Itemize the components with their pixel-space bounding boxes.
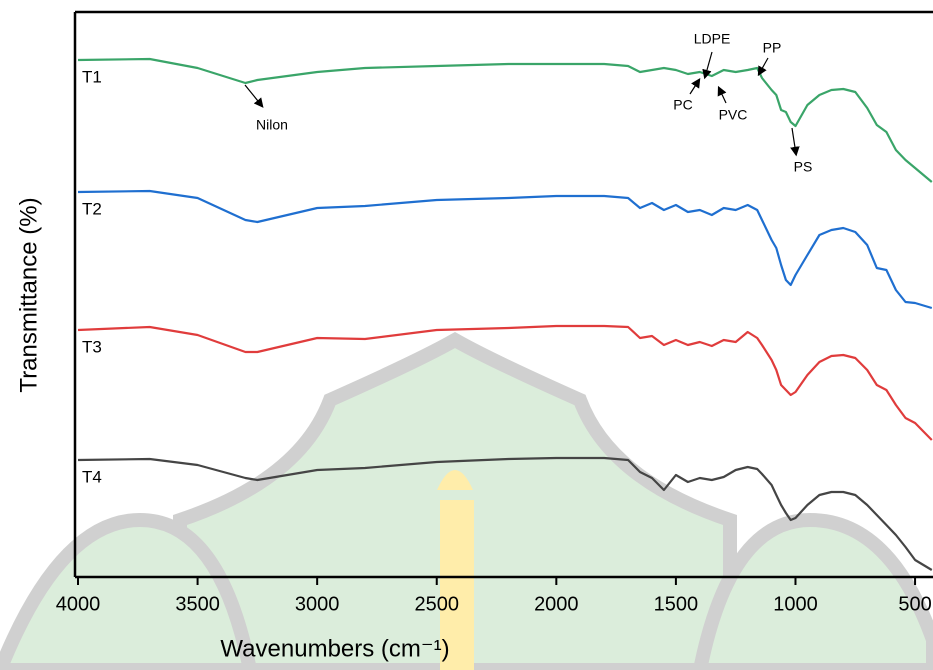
annotation: PVC	[719, 107, 748, 123]
annotation: Nilon	[256, 117, 288, 133]
x-tick-label: 2000	[534, 593, 579, 615]
x-tick-label: 1000	[773, 593, 818, 615]
x-tick-label: 3500	[175, 593, 220, 615]
x-tick-label: 4000	[56, 593, 101, 615]
watermark	[0, 340, 933, 670]
x-axis-title: Wavenumbers (cm⁻¹)	[220, 635, 449, 662]
annotation-arrow	[792, 128, 796, 154]
series-label: T2	[82, 199, 102, 218]
annotation-arrow	[690, 80, 699, 94]
annotation: PC	[673, 97, 692, 113]
annotation-arrow	[719, 88, 726, 103]
series-label: T1	[82, 67, 102, 86]
series-label: T3	[82, 337, 102, 356]
annotation: PP	[763, 40, 782, 56]
annotation: LDPE	[694, 31, 731, 47]
annotation-arrow	[705, 52, 712, 77]
annotation-arrow	[245, 85, 262, 106]
x-tick-label: 1500	[654, 593, 699, 615]
annotation: PS	[794, 159, 813, 175]
series-line	[78, 191, 932, 308]
chart: Wavenumbers (cm⁻¹) Transmittance (%) 400…	[0, 0, 933, 670]
x-tick-label: 3000	[295, 593, 340, 615]
series-label: T4	[82, 467, 102, 486]
annotation-arrow	[759, 58, 768, 74]
x-tick-label: 2500	[414, 593, 459, 615]
y-axis-title: Transmittance (%)	[15, 197, 42, 392]
x-tick-label: 500	[898, 593, 931, 615]
